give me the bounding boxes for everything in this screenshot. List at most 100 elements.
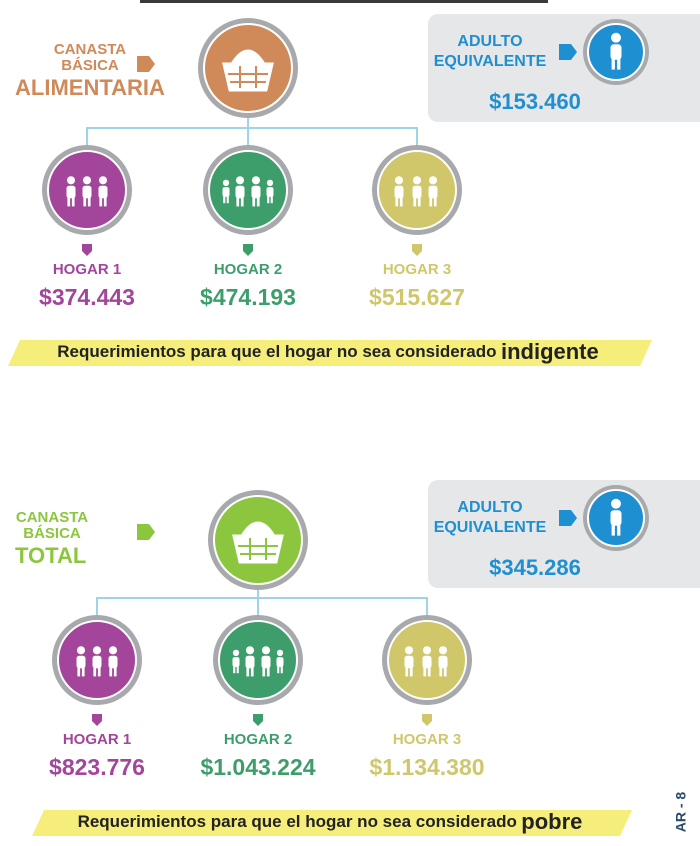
icon-head: [422, 646, 432, 655]
icon-head: [235, 176, 245, 185]
icon-body: [276, 657, 284, 667]
banner: [32, 810, 632, 836]
basket-label: BÁSICA: [61, 57, 119, 74]
icon-leg: [262, 666, 266, 677]
icon-head: [245, 646, 255, 655]
icon-body: [610, 510, 622, 526]
basket-weave: [228, 66, 268, 88]
icon-leg: [83, 196, 87, 207]
adult-label: ADULTO: [457, 33, 522, 50]
icon-body: [98, 185, 108, 199]
icon-body: [66, 185, 76, 199]
icon-leg: [226, 195, 229, 204]
adult-value: $153.460: [489, 89, 581, 114]
basket-weave: [238, 538, 278, 560]
icon-leg: [433, 196, 437, 207]
icon-head: [82, 176, 92, 185]
household-name: HOGAR 2: [214, 261, 282, 278]
icon-leg: [240, 196, 244, 207]
icon-leg: [103, 196, 107, 207]
icon-body: [76, 655, 86, 669]
icon-head: [266, 179, 274, 187]
icon-body: [82, 185, 92, 199]
household-circle: [208, 150, 288, 230]
icon-leg: [93, 666, 97, 677]
icon-head: [222, 179, 230, 187]
icon-leg: [81, 666, 85, 677]
arrow: [137, 56, 155, 72]
marker: [412, 244, 422, 256]
adult-value: $345.286: [489, 555, 581, 580]
icon-body: [610, 44, 622, 60]
basket-label: BÁSICA: [23, 525, 81, 542]
basket-label: CANASTA: [54, 41, 126, 58]
icon-leg: [413, 196, 417, 207]
icon-leg: [236, 196, 240, 207]
household-name: HOGAR 3: [393, 731, 461, 748]
icon-leg: [405, 666, 409, 677]
icon-leg: [617, 523, 621, 536]
icon-leg: [427, 666, 431, 677]
household-name: HOGAR 2: [224, 731, 292, 748]
icon-leg: [270, 195, 273, 204]
icon-leg: [246, 666, 250, 677]
icon-head: [611, 32, 621, 43]
adult-label: EQUIVALENTE: [434, 53, 547, 70]
icon-body: [394, 185, 404, 199]
icon-leg: [252, 196, 256, 207]
icon-leg: [250, 666, 254, 677]
icon-head: [232, 649, 240, 657]
household-value: $823.776: [49, 754, 145, 780]
icon-leg: [611, 523, 615, 536]
banner-emphasis: indigente: [501, 339, 599, 364]
household-name: HOGAR 1: [53, 261, 121, 278]
banner: [8, 340, 652, 366]
adult-label: ADULTO: [457, 499, 522, 516]
icon-leg: [67, 196, 71, 207]
basket-icon: [232, 521, 284, 564]
arrow: [559, 510, 577, 526]
icon-body: [404, 655, 414, 669]
icon-leg: [417, 196, 421, 207]
marker: [253, 714, 263, 726]
connector: [86, 116, 418, 148]
icon-leg: [277, 665, 280, 674]
section: ADULTO EQUIVALENTE $153.460 CANASTABÁSICAAL…: [8, 14, 700, 366]
icon-leg: [439, 666, 443, 677]
side-text: AR - 8: [673, 792, 689, 833]
icon-head: [251, 176, 261, 185]
household-value: $474.193: [200, 284, 296, 310]
icon-body: [428, 185, 438, 199]
icon-leg: [223, 195, 226, 204]
icon-head: [66, 176, 76, 185]
icon-head: [76, 646, 86, 655]
icon-leg: [399, 196, 403, 207]
banner-text-main: Requerimientos para que el hogar no sea …: [78, 812, 517, 831]
icon-head: [404, 646, 414, 655]
banner-text: Requerimientos para que el hogar no sea …: [57, 339, 599, 364]
icon-body: [266, 187, 274, 197]
icon-body: [232, 657, 240, 667]
icon-leg: [266, 666, 270, 677]
icon-head: [394, 176, 404, 185]
icon-leg: [280, 665, 283, 674]
household-name: HOGAR 3: [383, 261, 451, 278]
icon-leg: [109, 666, 113, 677]
icon-body: [235, 185, 245, 199]
icon-body: [251, 185, 261, 199]
icon-leg: [71, 196, 75, 207]
icon-body: [222, 187, 230, 197]
icon-leg: [423, 666, 427, 677]
icon-leg: [99, 196, 103, 207]
icon-leg: [236, 665, 239, 674]
basket-label: CANASTA: [16, 509, 88, 526]
icon-head: [276, 649, 284, 657]
banner-text-main: Requerimientos para que el hogar no sea …: [57, 342, 496, 361]
banner-emphasis: pobre: [521, 809, 582, 834]
household-value: $1.134.380: [369, 754, 484, 780]
icon-head: [261, 646, 271, 655]
icon-leg: [113, 666, 117, 677]
basket-main: TOTAL: [15, 543, 86, 568]
icon-leg: [395, 196, 399, 207]
icon-head: [98, 176, 108, 185]
